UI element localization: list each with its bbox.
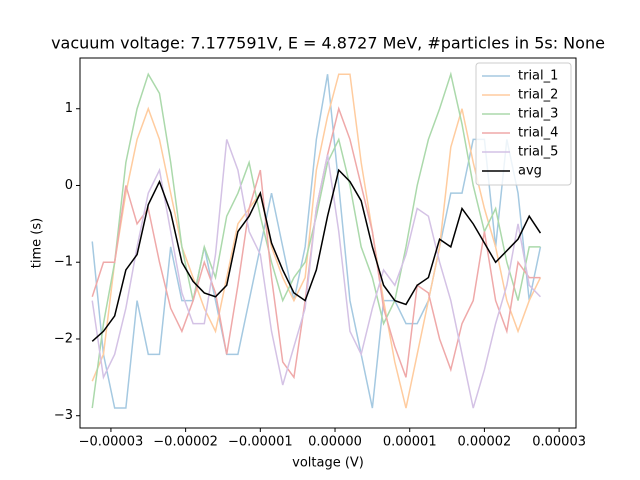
legend-label: trial_1 xyxy=(518,69,558,84)
legend-label: trial_5 xyxy=(518,145,558,160)
x-axis-label: voltage (V) xyxy=(292,456,364,471)
series-line xyxy=(91,168,542,342)
x-tick-label: 0.00002 xyxy=(458,435,512,450)
series-line xyxy=(91,74,542,409)
x-tick-label: −0.00002 xyxy=(153,435,218,450)
series-line xyxy=(91,71,541,409)
x-tick-label: 0.00001 xyxy=(383,435,437,450)
y-axis-label: time (s) xyxy=(30,218,45,268)
series-line xyxy=(91,106,541,380)
legend-label: avg xyxy=(518,164,542,179)
series-line xyxy=(91,139,541,409)
legend-label: trial_3 xyxy=(518,107,558,122)
x-tick-label: 0.00000 xyxy=(308,435,362,450)
legend-label: trial_4 xyxy=(518,126,558,141)
y-tick-label: −1 xyxy=(54,255,73,270)
y-tick-label: 1 xyxy=(65,101,73,116)
y-tick-label: 0 xyxy=(65,178,73,193)
series-line xyxy=(91,73,542,409)
chart-title: vacuum voltage: 7.177591V, E = 4.8727 Me… xyxy=(51,34,605,53)
plot-frame xyxy=(79,57,577,429)
y-tick-label: −3 xyxy=(54,408,73,423)
x-tick-label: −0.00001 xyxy=(228,435,293,450)
legend-label: trial_2 xyxy=(518,88,558,103)
legend-box xyxy=(475,62,572,186)
x-tick-label: 0.00003 xyxy=(532,435,586,450)
x-tick-label: −0.00003 xyxy=(79,435,144,450)
y-tick-label: −2 xyxy=(54,331,73,346)
